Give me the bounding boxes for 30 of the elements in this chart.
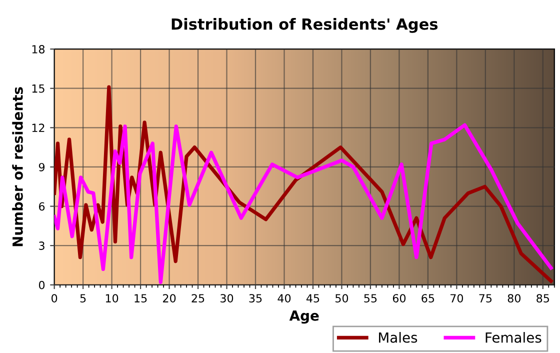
x-tick-label: 5 [80, 294, 86, 302]
x-tick-label: 60 [392, 294, 406, 302]
x-tick-label: 35 [249, 294, 262, 302]
x-tick-label: 75 [479, 294, 492, 302]
x-tick-label: 30 [220, 294, 234, 302]
y-tick-label: 0 [38, 280, 45, 290]
x-tick-label: 55 [364, 294, 377, 302]
x-tick-label: 20 [163, 294, 176, 302]
chart-title: Distribution of Residents' Ages [172, 18, 438, 33]
y-tick-label: 12 [32, 124, 44, 132]
y-tick-label: 3 [39, 242, 44, 250]
x-tick-label: 15 [134, 294, 147, 302]
x-axis-title: Age [289, 310, 319, 324]
x-tick-label: 70 [450, 294, 464, 302]
x-tick-label: 0 [52, 294, 58, 302]
y-tick-label: 6 [39, 202, 45, 211]
y-tick-label: 15 [32, 84, 44, 93]
legend-label: Males [379, 332, 418, 343]
x-tick-label: 10 [106, 294, 118, 302]
x-tick-label: 50 [336, 294, 348, 302]
y-tick-label: 18 [32, 45, 45, 54]
x-tick-label: 40 [278, 294, 291, 302]
x-tick-label: 85 [536, 294, 550, 302]
x-tick-label: 65 [422, 294, 434, 302]
y-tick-label: 9 [38, 162, 45, 172]
x-tick-label: 45 [306, 294, 320, 302]
x-tick-label: 80 [508, 294, 520, 302]
x-tick-label: 25 [192, 294, 204, 302]
legend-label: Females [486, 332, 542, 343]
y-axis-title: Number of residents [12, 87, 23, 246]
